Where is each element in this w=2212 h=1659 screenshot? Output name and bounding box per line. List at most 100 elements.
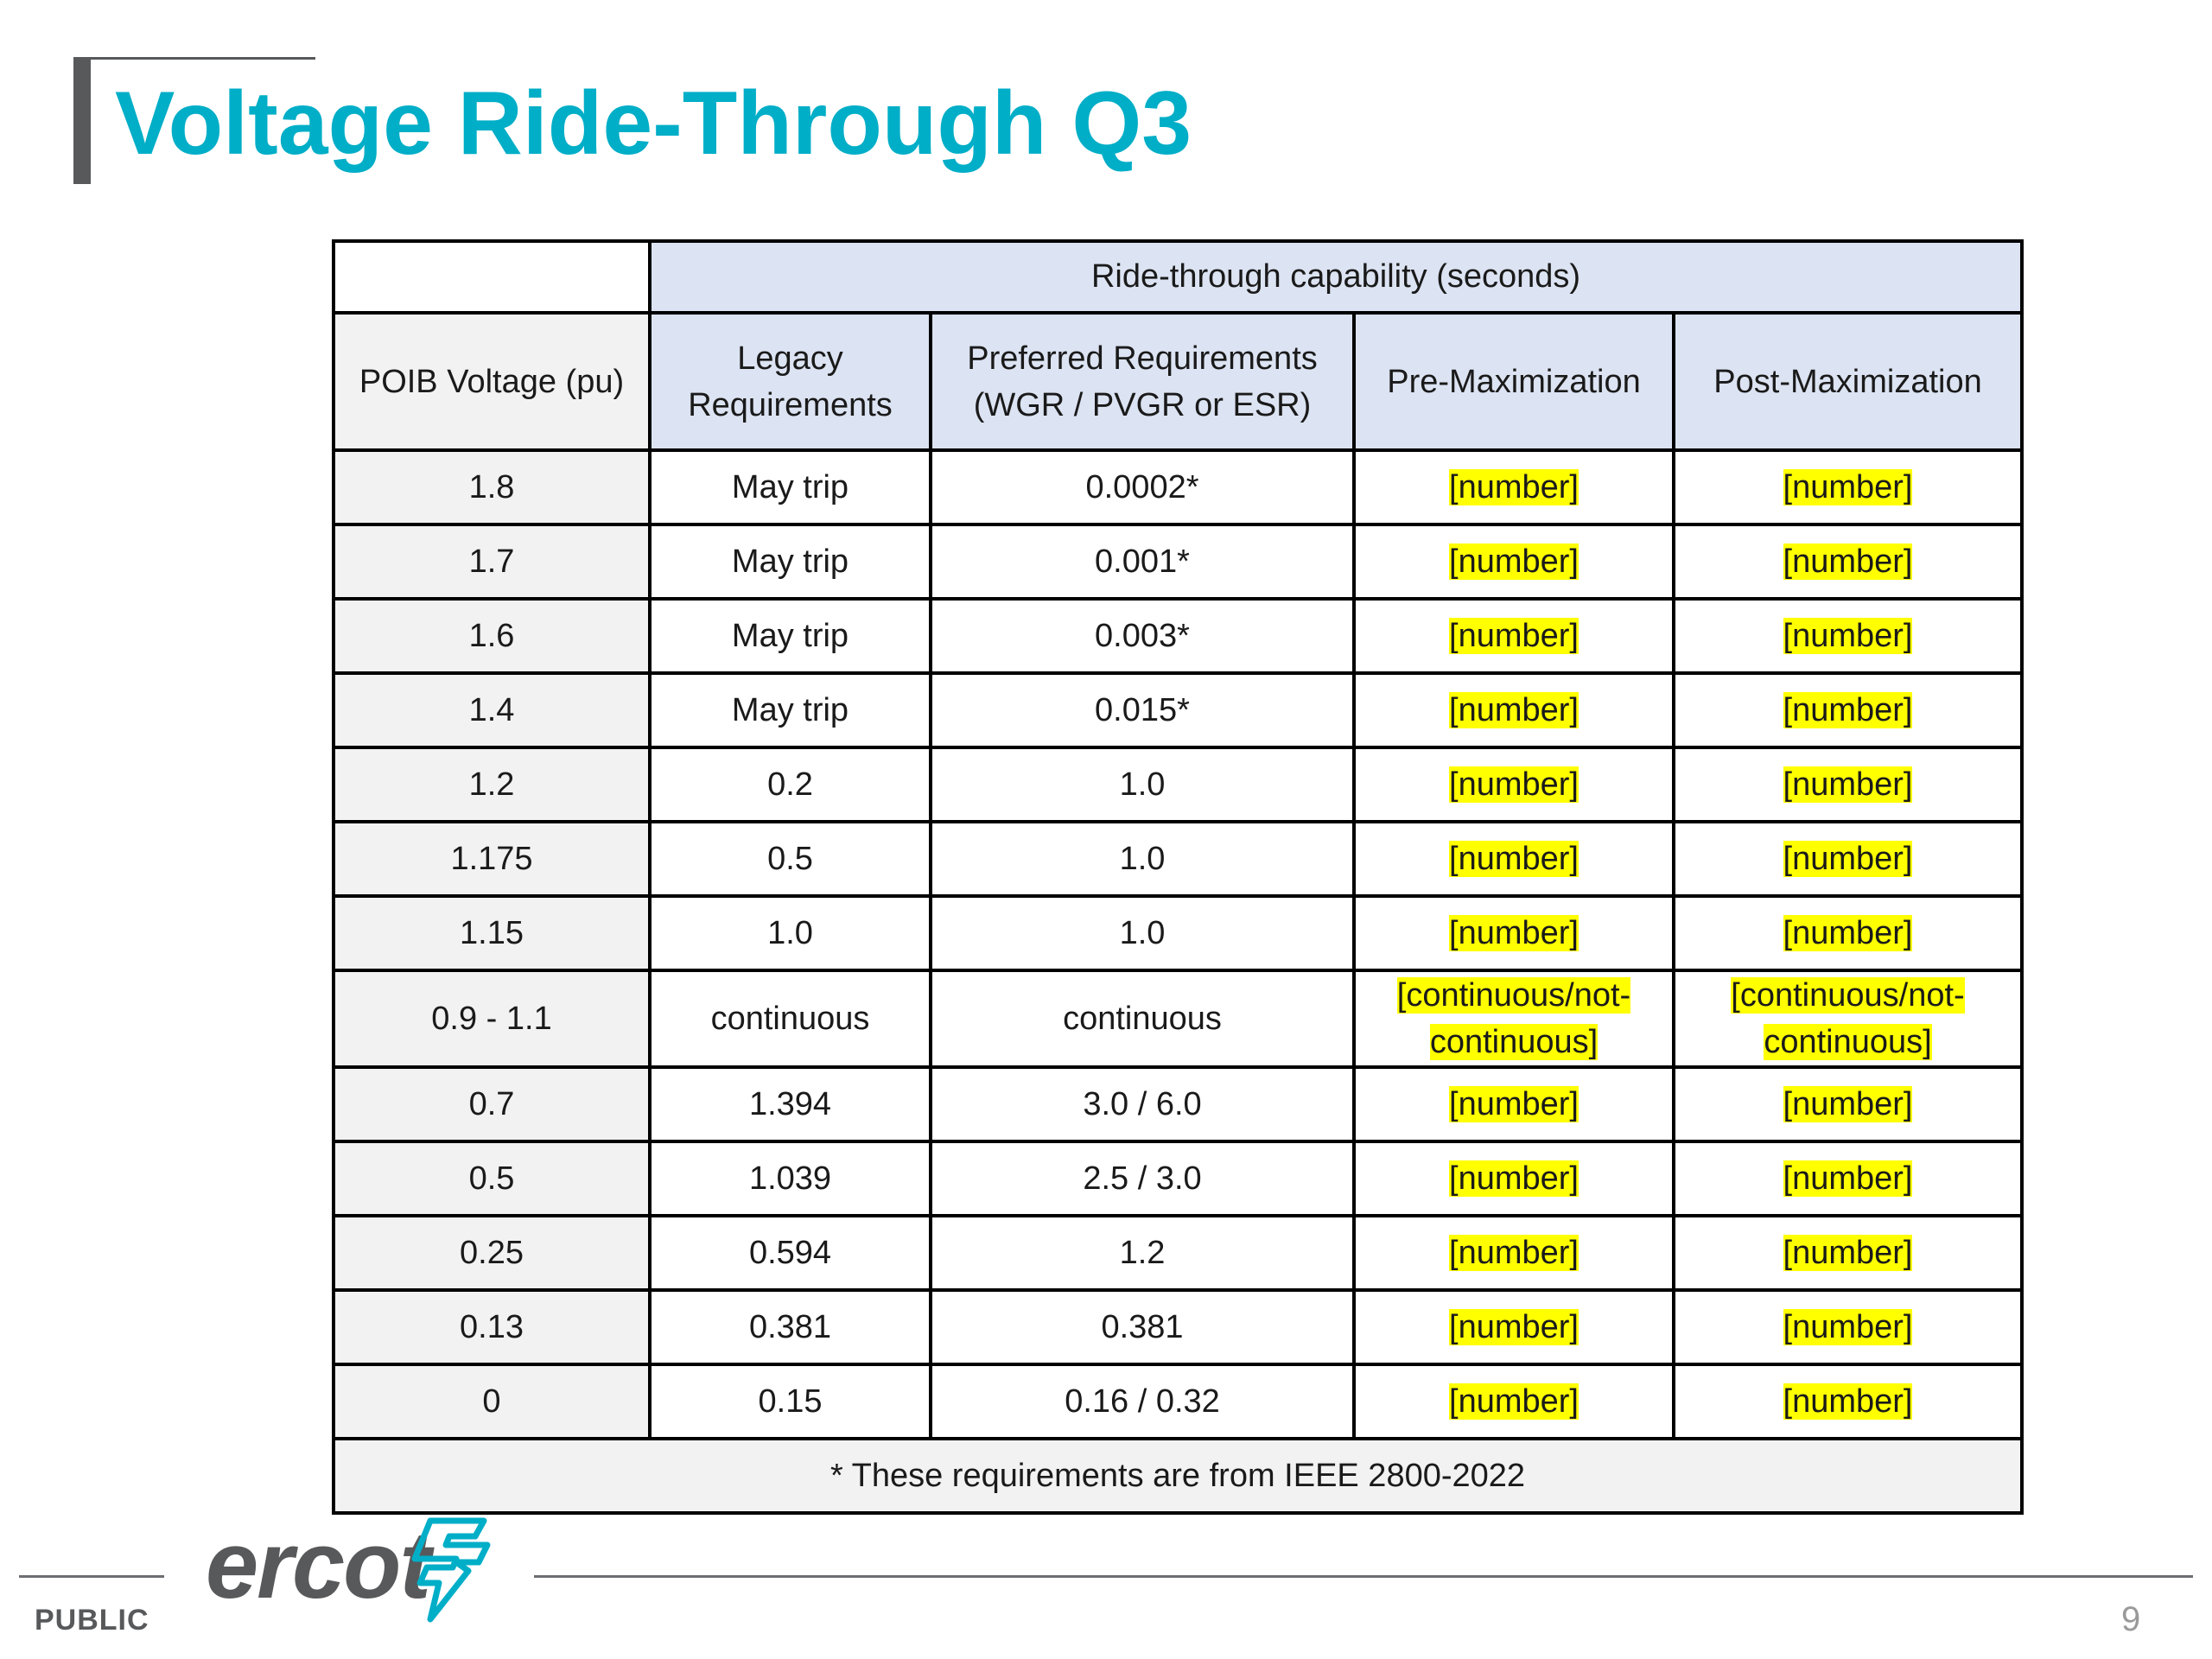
- table-footnote-row: * These requirements are from IEEE 2800-…: [331, 1437, 2024, 1515]
- voltage-cell: 1.15: [332, 894, 652, 972]
- table-row: 1.175 0.5 1.0 [number] [number]: [332, 820, 2024, 898]
- preferred-cell: 1.0: [929, 894, 1356, 972]
- page-number: 9: [2121, 1600, 2141, 1638]
- table-footnote: * These requirements are from IEEE 2800-…: [331, 1437, 2024, 1515]
- legacy-cell: 0.15: [648, 1363, 932, 1440]
- footer-rule-left: [19, 1575, 164, 1578]
- preferred-cell: 0.015*: [929, 671, 1356, 749]
- pre-max-cell: [number]: [1352, 448, 1675, 526]
- pre-max-placeholder: [number]: [1449, 468, 1579, 505]
- preferred-cell: 0.003*: [929, 597, 1356, 675]
- legacy-cell: May trip: [648, 597, 932, 675]
- post-max-cell: [number]: [1671, 1363, 2024, 1440]
- voltage-cell: 1.2: [332, 746, 652, 823]
- legacy-cell: May trip: [648, 671, 932, 749]
- legacy-cell: continuous: [648, 969, 932, 1069]
- pre-max-placeholder: [number]: [1449, 1308, 1579, 1345]
- legacy-cell: 1.039: [648, 1140, 932, 1217]
- voltage-cell: 1.175: [332, 820, 652, 898]
- pre-max-placeholder: [number]: [1449, 766, 1579, 803]
- table-row: 1.15 1.0 1.0 [number] [number]: [332, 894, 2024, 972]
- preferred-cell: 3.0 / 6.0: [929, 1065, 1356, 1143]
- classification-label: PUBLIC: [35, 1604, 149, 1637]
- pre-max-placeholder: [number]: [1449, 543, 1579, 580]
- post-max-cell: [number]: [1671, 820, 2024, 898]
- table-row: 1.2 0.2 1.0 [number] [number]: [332, 746, 2024, 823]
- preferred-header-line1: Preferred Requirements: [967, 340, 1318, 377]
- footer-rule-right: [534, 1575, 2193, 1578]
- pre-max-cell: [number]: [1352, 1363, 1675, 1440]
- post-max-placeholder: [number]: [1783, 1234, 1913, 1271]
- lightning-bolt-icon: [411, 1517, 491, 1623]
- voltage-cell: 0: [332, 1363, 652, 1440]
- post-max-placeholder-line1: [continuous/not-: [1731, 977, 1965, 1014]
- voltage-cell: 0.5: [332, 1140, 652, 1217]
- pre-max-cell: [number]: [1352, 746, 1675, 823]
- table-row: 1.7 May trip 0.001* [number] [number]: [332, 523, 2024, 601]
- preferred-cell: 1.2: [929, 1214, 1356, 1292]
- post-max-cell: [continuous/not- continuous]: [1671, 969, 2024, 1069]
- legacy-header-line2: Requirements: [688, 386, 893, 423]
- legacy-cell: 1.0: [648, 894, 932, 972]
- post-max-placeholder: [number]: [1783, 766, 1913, 803]
- preferred-cell: 2.5 / 3.0: [929, 1140, 1356, 1217]
- table-corner-cell: [332, 239, 652, 315]
- post-max-cell: [number]: [1671, 671, 2024, 749]
- pre-max-cell: [number]: [1352, 671, 1675, 749]
- table-row: 1.4 May trip 0.015* [number] [number]: [332, 671, 2024, 749]
- pre-max-cell: [continuous/not- continuous]: [1352, 969, 1675, 1069]
- preferred-header-line2: (WGR / PVGR or ESR): [973, 386, 1312, 423]
- post-max-placeholder-line2: continuous]: [1764, 1024, 1932, 1060]
- legacy-cell: 0.2: [648, 746, 932, 823]
- pre-max-cell: [number]: [1352, 523, 1675, 601]
- pre-max-cell: [number]: [1352, 597, 1675, 675]
- voltage-cell: 1.7: [332, 523, 652, 601]
- preferred-cell: 0.381: [929, 1288, 1356, 1366]
- pre-max-cell: [number]: [1352, 1288, 1675, 1366]
- pre-max-cell: [number]: [1352, 1214, 1675, 1292]
- ride-through-table: Ride-through capability (seconds) POIB V…: [331, 239, 2024, 1515]
- ercot-logo: ercot: [206, 1514, 491, 1626]
- pre-max-placeholder: [number]: [1449, 1382, 1579, 1420]
- ride-through-capability-header: Ride-through capability (seconds): [647, 239, 2024, 315]
- legacy-cell: 0.594: [648, 1214, 932, 1292]
- legacy-cell: 1.394: [648, 1065, 932, 1143]
- pre-maximization-header: Pre-Maximization: [1352, 311, 1675, 452]
- pre-max-placeholder-line1: [continuous/not-: [1396, 977, 1631, 1014]
- post-max-placeholder: [number]: [1783, 1308, 1913, 1345]
- voltage-cell: 0.25: [332, 1214, 652, 1292]
- post-max-placeholder: [number]: [1783, 691, 1913, 728]
- legacy-header-line1: Legacy: [737, 340, 843, 377]
- preferred-requirements-header: Preferred Requirements (WGR / PVGR or ES…: [929, 311, 1356, 452]
- post-max-cell: [number]: [1671, 1065, 2024, 1143]
- pre-max-placeholder: [number]: [1449, 691, 1579, 728]
- pre-max-placeholder: [number]: [1449, 1160, 1579, 1197]
- legacy-cell: May trip: [648, 523, 932, 601]
- pre-max-cell: [number]: [1352, 894, 1675, 972]
- post-max-cell: [number]: [1671, 448, 2024, 526]
- pre-max-cell: [number]: [1352, 1065, 1675, 1143]
- preferred-cell: continuous: [929, 969, 1356, 1069]
- post-max-placeholder: [number]: [1783, 840, 1913, 877]
- voltage-cell: 1.4: [332, 671, 652, 749]
- post-maximization-header: Post-Maximization: [1671, 311, 2024, 452]
- legacy-cell: 0.381: [648, 1288, 932, 1366]
- table-row: 0 0.15 0.16 / 0.32 [number] [number]: [332, 1363, 2024, 1440]
- table-row: 0.25 0.594 1.2 [number] [number]: [332, 1214, 2024, 1292]
- post-max-cell: [number]: [1671, 597, 2024, 675]
- post-max-cell: [number]: [1671, 1288, 2024, 1366]
- pre-max-placeholder: [number]: [1449, 840, 1579, 877]
- post-max-cell: [number]: [1671, 1214, 2024, 1292]
- table-row: 1.6 May trip 0.003* [number] [number]: [332, 597, 2024, 675]
- legacy-cell: May trip: [648, 448, 932, 526]
- pre-max-placeholder: [number]: [1449, 617, 1579, 654]
- table-header-row-2: POIB Voltage (pu) Legacy Requirements Pr…: [332, 311, 2024, 452]
- preferred-cell: 1.0: [929, 746, 1356, 823]
- pre-max-cell: [number]: [1352, 820, 1675, 898]
- post-max-placeholder: [number]: [1783, 1085, 1913, 1122]
- legacy-requirements-header: Legacy Requirements: [648, 311, 932, 452]
- pre-max-placeholder-line2: continuous]: [1429, 1024, 1599, 1060]
- voltage-cell: 1.6: [332, 597, 652, 675]
- pre-max-cell: [number]: [1352, 1140, 1675, 1217]
- post-max-cell: [number]: [1671, 1140, 2024, 1217]
